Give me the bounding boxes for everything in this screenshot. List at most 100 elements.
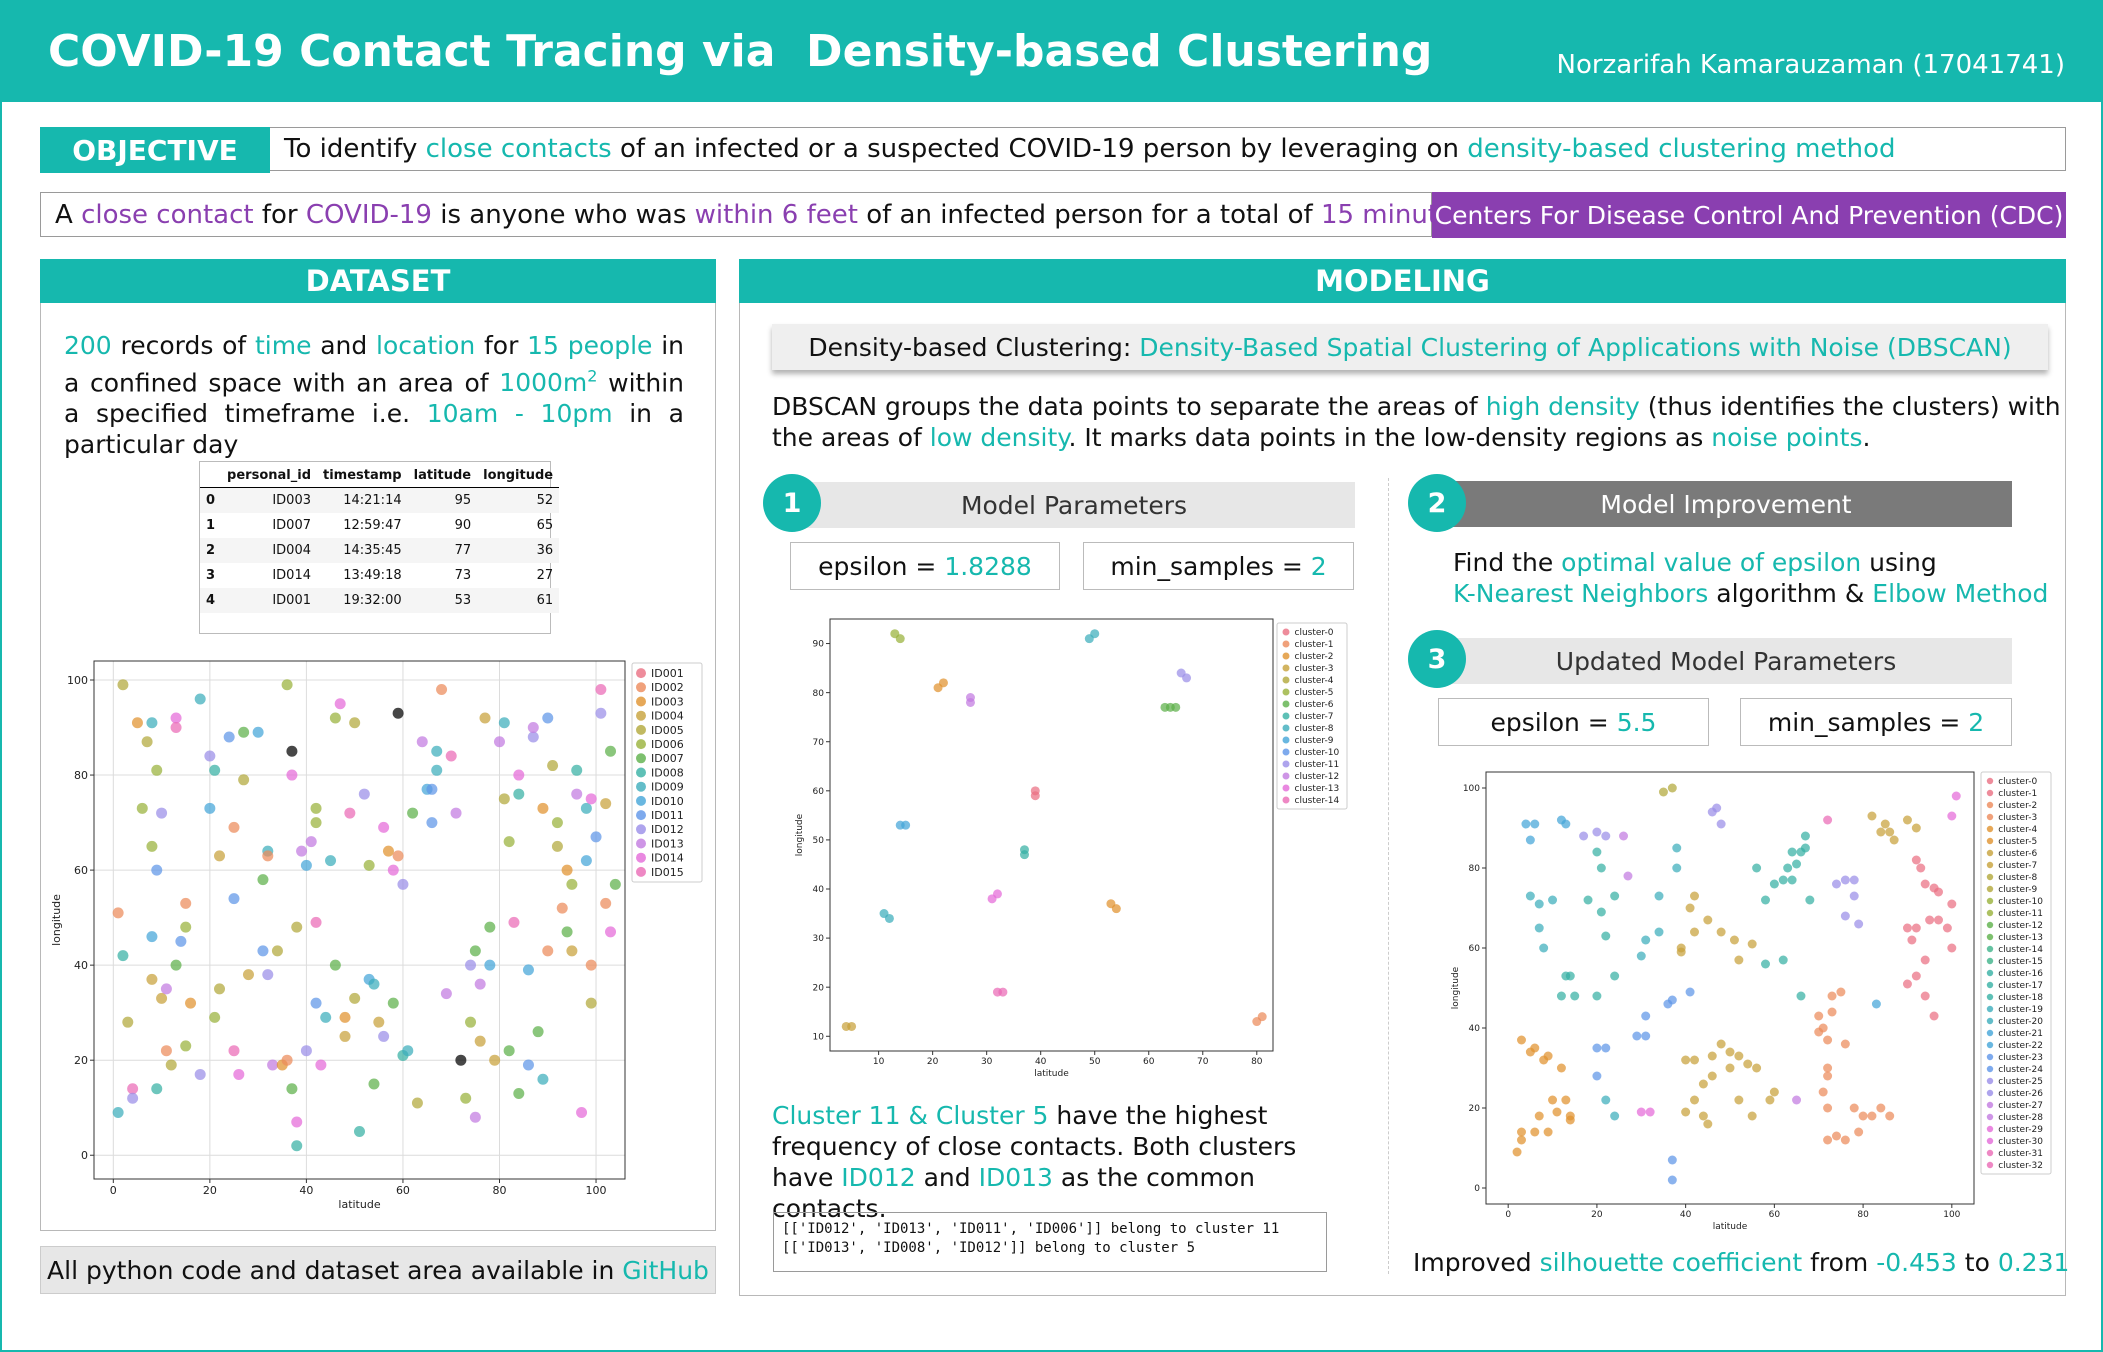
legend-marker [1986,897,1994,905]
legend-label: ID003 [651,695,684,708]
scatter-point [1911,823,1921,833]
ds-n-records: 200 [64,331,112,360]
scatter-point [223,731,235,743]
y-tick-label: 40 [74,959,88,972]
scatter-point [1854,1127,1864,1137]
improved-h3: 0.231 [1997,1248,2070,1277]
scatter-point [1902,815,1912,825]
scatter-point [291,1140,303,1152]
step2-t2: using [1861,548,1937,577]
scatter-point [1530,1043,1540,1053]
scatter-point [1747,939,1757,949]
table-cell: ID001 [221,588,317,613]
scatter-point [1685,903,1695,913]
scatter-point [479,712,491,724]
scatter-point [484,959,496,971]
scatter-point [1019,850,1029,860]
scatter-point [354,1125,365,1137]
objective-h2: density-based clustering method [1467,134,1896,164]
scatter-point [1854,919,1864,929]
scatter-point [600,897,612,909]
step1-ms-label: min_samples = [1110,551,1311,581]
scatter-point [1641,935,1651,945]
scatter-point [1778,875,1788,885]
cdc-source: Centers For Disease Control And Preventi… [1432,192,2066,238]
scatter-point [1556,991,1566,1001]
desc-t1: DBSCAN groups the data points to separat… [772,392,1486,421]
scatter-point [585,793,597,805]
scatter-point [214,983,226,995]
y-tick-label: 50 [813,836,825,846]
legend-marker [1282,688,1290,696]
legend-label: cluster-4 [1295,676,1334,686]
scatter-point [160,1045,172,1057]
scatter-point [1690,927,1700,937]
table-row: 4 ID001 19:32:00 53 61 [200,588,560,613]
scatter-point [233,1068,245,1080]
table-cell: 4 [200,588,222,613]
legend-label: cluster-6 [1998,849,2037,859]
scatter-point [513,788,525,800]
legend-marker [1986,1077,1994,1085]
legend-marker [1282,772,1290,780]
scatter-point [547,760,559,772]
step2-text-line1: Find the optimal value of epsilon using [1453,547,1937,578]
scatter-point [228,1045,240,1057]
legend-label: cluster-12 [1295,772,1340,782]
scatter-point [1707,807,1717,817]
step2-t3: algorithm & [1708,579,1873,608]
scatter-point [156,807,168,819]
github-link[interactable]: GitHub [622,1255,709,1285]
desc-h2: low density [929,423,1069,452]
legend-marker [1282,712,1290,720]
scatter-point [1556,1063,1566,1073]
scatter-point [1880,819,1890,829]
scatter-point [300,859,312,871]
scatter-point [1667,1155,1677,1165]
scatter-point [1840,875,1850,885]
scatter-point [1849,875,1859,885]
scatter-point [1734,1095,1744,1105]
findings-t1: have the highest frequency of close cont… [772,1101,1297,1192]
scatter-point [965,697,975,707]
scatter-point [1548,1095,1558,1105]
scatter-point [1792,859,1802,869]
legend-label: cluster-11 [1998,909,2043,919]
legend-marker [636,852,646,863]
scatter-point [895,634,905,644]
legend-label: cluster-1 [1998,789,2037,799]
scatter-point [590,831,602,843]
scatter-point [1778,955,1788,965]
scatter-point [1840,1039,1850,1049]
scatter-point [368,1078,380,1090]
scatter-point [1257,1012,1267,1022]
scatter-point [416,736,428,748]
scatter-point [1920,991,1930,1001]
y-tick-label: 20 [813,983,825,993]
scatter-point [1725,1063,1735,1073]
legend-label: ID007 [651,752,684,765]
objective-t2: of an infected or a suspected COVID-19 p… [611,134,1468,164]
scatter-point [160,983,172,995]
scatter-point [281,679,293,691]
scatter-point [1867,1111,1877,1121]
scatter-point [411,1097,423,1109]
legend-marker [1282,700,1290,708]
legend-label: cluster-3 [1998,813,2037,823]
x-tick-label: 60 [1769,1210,1781,1220]
scatter-point [469,1111,481,1123]
legend-marker [636,753,646,764]
improved-h1: silhouette coefficient [1539,1248,1803,1277]
scatter-point [537,1073,549,1085]
legend-label: cluster-31 [1998,1149,2043,1159]
scatter-point [1925,915,1935,925]
scatter-point [180,897,192,909]
scatter-point [1716,927,1726,937]
scatter-point [1951,791,1961,801]
step1-eps-value: 1.8288 [944,551,1032,581]
scatter-point [1619,831,1629,841]
scatter-point [489,1054,501,1066]
legend-box [631,662,703,883]
legend-label: cluster-7 [1295,712,1334,722]
scatter-point [387,997,399,1009]
